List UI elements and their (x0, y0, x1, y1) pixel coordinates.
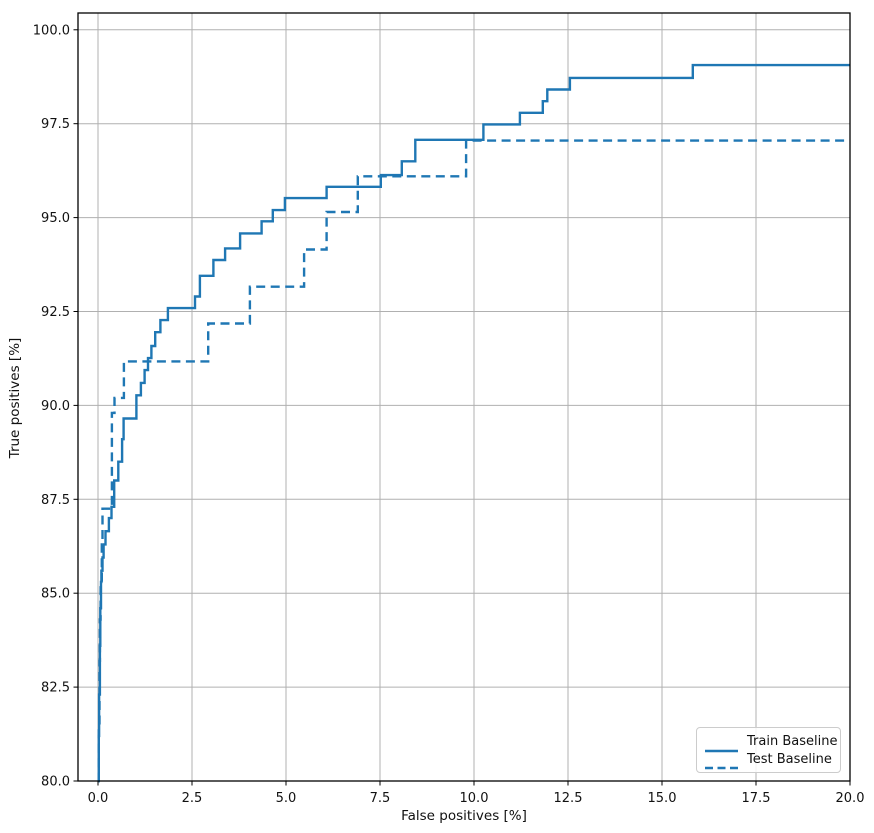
y-tick-label: 82.5 (41, 681, 70, 696)
x-tick-label: 5.0 (276, 791, 297, 806)
x-axis-label: False positives [%] (401, 808, 527, 824)
x-tick-label: 12.5 (554, 791, 583, 806)
y-tick-label: 80.0 (41, 775, 70, 790)
x-tick-label: 2.5 (182, 791, 203, 806)
legend-item-test-baseline: Test Baseline (705, 751, 832, 770)
axes-spines (77, 12, 851, 782)
test-line-sample (705, 756, 738, 770)
y-tick-label: 100.0 (33, 23, 70, 38)
x-tick-label: 17.5 (742, 791, 771, 806)
x-tick-label: 10.0 (460, 791, 489, 806)
y-tick-label: 90.0 (41, 399, 70, 414)
y-tick-label: 97.5 (41, 117, 70, 132)
legend-item-train-baseline: Train Baseline (705, 733, 837, 753)
y-tick-label: 85.0 (41, 587, 70, 602)
x-tick-label: 0.0 (88, 791, 109, 806)
legend: Train Baseline Test Baseline (696, 727, 841, 773)
legend-label-train: Train Baseline (747, 734, 838, 750)
y-tick-label: 87.5 (41, 493, 70, 508)
y-tick-label: 92.5 (41, 305, 70, 320)
x-tick-label: 7.5 (370, 791, 391, 806)
y-tick-label: 95.0 (41, 211, 70, 226)
x-tick-label: 15.0 (648, 791, 677, 806)
test-baseline-line (97, 139, 850, 783)
legend-label-test: Test Baseline (747, 751, 832, 767)
x-tick-label: 20.0 (836, 791, 865, 806)
y-axis-label: True positives [%] (7, 337, 23, 459)
train-line-sample (705, 739, 738, 753)
